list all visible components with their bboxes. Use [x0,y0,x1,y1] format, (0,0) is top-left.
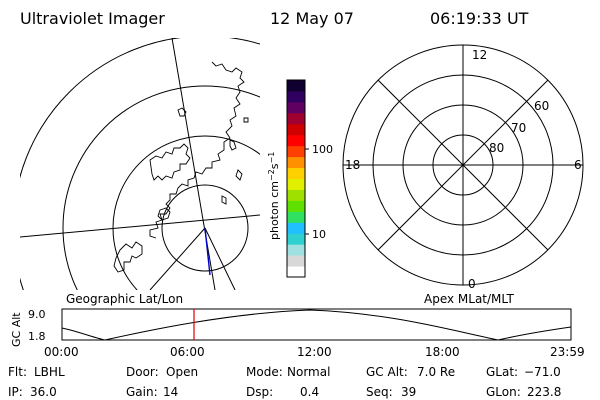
time-label: 06:19:33 UT [430,9,529,28]
instrument-title: Ultraviolet Imager [20,9,165,28]
color-scale: 100 10 photon cm−2s−1 [267,79,333,278]
geographic-panel [20,38,260,290]
altitude-plot-frame [61,308,572,341]
geo-lon-line [20,214,260,238]
color-bar-segment [287,156,305,169]
color-bar-segment [287,134,305,147]
color-bar [287,80,305,278]
mode-value: Normal [287,365,330,379]
dsp-label: Dsp: [246,385,273,399]
color-bar-segment [287,80,305,92]
geo-lat-circle [62,85,260,290]
mode-label: Mode: [246,365,283,379]
flt-label: Flt: [8,365,27,379]
color-bar-segment [287,145,305,158]
apex-caption: Apex MLat/MLT [424,292,514,306]
mlt-meridian-diagonal [377,79,549,251]
gain-label: Gain: [126,385,158,399]
color-bar-segment [287,211,305,223]
coastline [113,241,143,273]
seq-label: Seq: [366,385,393,399]
coastline [177,107,249,123]
door-label: Door: [126,365,159,379]
color-bar-frame [286,79,306,278]
glon-label: GLon: [486,385,521,399]
date-label: 12 May 07 [270,9,354,28]
color-bar-segment [287,255,305,267]
mlt-label-0: 0 [468,277,476,291]
mlat-label-80: 80 [489,141,504,155]
ip-label: IP: [8,385,23,399]
flt-value: LBHL [34,365,65,379]
altitude-xtick: 12:00 [297,345,332,359]
seq-value: 39 [401,385,416,399]
geo-lon-line [171,38,216,290]
satellite-ground-track [204,227,211,276]
color-bar-segment [287,112,305,125]
altitude-xtick: 23:59 [550,345,585,359]
gain-value: 14 [163,385,178,399]
parameter-footer: Flt: LBHL Door: Open Mode: Normal GC Alt… [8,365,561,399]
coastline [221,139,243,205]
gcalt-value: 7.0 Re [417,365,455,379]
coastline [149,143,191,181]
color-bar-segment [287,178,305,190]
geo-lat-circle [161,184,249,272]
color-bar-segment [287,266,305,278]
altitude-curve [61,309,572,341]
coastline [157,207,171,221]
mlat-label-70: 70 [511,121,526,135]
glon-value: 223.8 [527,385,561,399]
apex-polar-grid [342,44,584,286]
mlt-label-6: 6 [574,158,582,172]
color-bar-segment [287,189,305,201]
color-bar-unit-label: photon cm−2s−1 [267,152,281,240]
glat-label: GLat: [486,365,518,379]
color-bar-tick-10: 10 [312,228,326,241]
coastline [149,61,245,239]
altitude-xtick: 06:00 [170,345,205,359]
geo-lon-line [204,227,236,290]
mlat-label-60: 60 [534,99,549,113]
door-value: Open [166,365,198,379]
altitude-ytick-bottom: 1.8 [28,330,46,343]
glat-value: −71.0 [524,365,561,379]
dsp-value: 0.4 [300,385,319,399]
altitude-xtick: 18:00 [425,345,460,359]
color-bar-segment [287,90,305,103]
mlt-label-18: 18 [345,158,360,172]
ip-value: 36.0 [30,385,57,399]
mlt-label-12: 12 [472,48,487,62]
geographic-caption: Geographic Lat/Lon [66,292,183,306]
color-bar-segment [287,200,305,212]
altitude-xtick: 00:00 [44,345,79,359]
color-bar-segment [287,101,305,114]
altitude-ylabel: GC Alt [10,312,23,347]
gcalt-label: GC Alt: [366,365,408,379]
color-bar-segment [287,123,305,136]
color-bar-segment [287,222,305,234]
altitude-ytick-top: 9.0 [28,308,46,321]
color-bar-segment [287,233,305,245]
color-bar-tick-100: 100 [312,143,333,156]
geo-lon-line [149,227,206,290]
color-bar-segment [287,244,305,256]
altitude-plot: GC Alt 9.0 1.8 00:00 06:00 12:00 18:00 2… [10,308,585,359]
color-bar-segment [287,167,305,179]
